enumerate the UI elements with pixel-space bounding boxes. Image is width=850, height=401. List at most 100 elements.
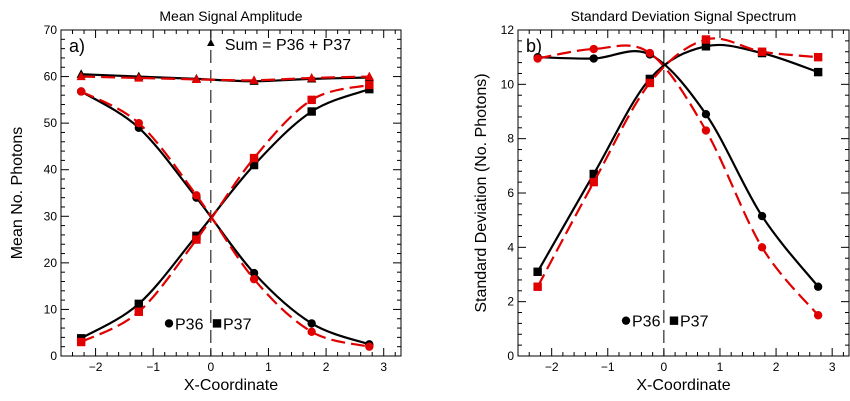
series-line	[81, 75, 370, 82]
data-point	[76, 71, 86, 81]
panel-label: a)	[69, 36, 85, 56]
panel-label: b)	[526, 36, 542, 56]
data-point	[192, 191, 201, 200]
data-point	[533, 267, 542, 276]
series-line	[537, 50, 820, 288]
series-line	[537, 44, 819, 316]
annotation-triangle-icon	[207, 39, 215, 47]
chart-title: Mean Signal Amplitude	[159, 8, 302, 24]
data-point	[645, 48, 655, 58]
data-point	[249, 160, 259, 170]
data-point	[533, 54, 542, 63]
series-line	[80, 83, 370, 344]
y-tick-label: 0	[50, 349, 57, 363]
data-point	[249, 153, 259, 163]
y-tick-label: 40	[44, 163, 58, 177]
series-line	[536, 37, 819, 288]
data-point	[701, 35, 711, 44]
series-black-square	[76, 84, 374, 343]
series-line	[80, 90, 370, 346]
data-point	[192, 235, 201, 244]
x-tick-label: 3	[829, 360, 836, 374]
y-tick-label: 70	[44, 23, 58, 37]
x-tick-label: 1	[717, 360, 724, 374]
x-tick-label: 0	[661, 360, 668, 374]
sum-annotation: Sum = P36 + P37	[225, 37, 351, 54]
y-tick-label: 60	[44, 70, 58, 84]
plot-frame	[60, 29, 402, 357]
x-tick-label: 2	[323, 360, 330, 374]
y-axis-label: Standard Deviation (No. Photons)	[473, 73, 490, 312]
y-tick-label: 4	[507, 240, 514, 254]
x-tick-label: 2	[773, 360, 780, 374]
data-point	[307, 95, 316, 105]
data-point	[134, 307, 143, 316]
series-line	[80, 88, 370, 340]
data-point	[589, 54, 598, 63]
data-point	[757, 211, 767, 221]
y-tick-label: 0	[507, 349, 514, 363]
data-point	[307, 72, 317, 82]
legend-marker-p37	[669, 316, 679, 325]
data-point	[307, 327, 316, 336]
panel-a: −2 −1 0 1 2 3010203040506070X-CoordinateMean …	[9, 8, 402, 394]
x-axis-label: X-Coordinate	[184, 377, 278, 394]
series-red-circle	[533, 44, 823, 320]
data-point	[757, 47, 767, 56]
data-point	[76, 337, 86, 347]
chart-title: Standard Deviation Signal Spectrum	[571, 8, 797, 24]
y-tick-label: 20	[44, 256, 58, 270]
legend-marker-p37	[212, 319, 222, 328]
legend-label-p36: P36	[632, 314, 661, 331]
data-point	[249, 268, 259, 278]
data-point	[813, 311, 823, 320]
y-tick-label: 2	[507, 295, 514, 309]
data-point	[701, 110, 711, 119]
legend-label-p37: P37	[223, 316, 252, 333]
series-red-square	[76, 80, 374, 347]
data-point	[365, 342, 374, 351]
data-point	[589, 177, 598, 187]
data-point	[813, 52, 823, 62]
legend-label-p37: P37	[680, 314, 709, 331]
data-point	[134, 118, 143, 128]
data-point	[757, 243, 767, 252]
x-tick-label: 1	[265, 360, 272, 374]
data-point	[701, 126, 711, 135]
data-point	[191, 74, 202, 83]
data-point	[701, 42, 711, 51]
data-point	[134, 299, 143, 309]
x-tick-label: 3	[380, 360, 387, 374]
data-point	[533, 282, 542, 291]
legend-marker-p36	[164, 319, 174, 328]
series-red-square	[533, 35, 823, 291]
legend-marker-p36	[621, 316, 631, 325]
data-point	[249, 75, 259, 84]
data-point	[249, 274, 259, 284]
x-tick-label: −2	[89, 360, 103, 374]
y-tick-label: 10	[501, 77, 515, 91]
series-red-circle	[76, 87, 374, 351]
data-point	[813, 67, 823, 77]
x-tick-label: −1	[601, 360, 615, 374]
data-point	[645, 78, 655, 88]
x-tick-label: −2	[545, 360, 559, 374]
data-point	[589, 44, 598, 54]
y-axis-label: Mean No. Photons	[9, 127, 26, 260]
data-point	[365, 80, 374, 90]
data-point	[589, 169, 598, 179]
x-axis-label: X-Coordinate	[636, 377, 730, 394]
plot-frame	[517, 29, 850, 357]
data-point	[134, 72, 144, 82]
y-tick-label: 8	[507, 132, 514, 146]
y-tick-label: 12	[501, 23, 515, 37]
y-tick-label: 6	[507, 186, 514, 200]
legend-label-p36: P36	[175, 316, 204, 333]
data-point	[76, 87, 86, 96]
series-black-circle	[533, 50, 823, 291]
y-tick-label: 10	[44, 302, 58, 316]
x-tick-label: −1	[146, 360, 160, 374]
